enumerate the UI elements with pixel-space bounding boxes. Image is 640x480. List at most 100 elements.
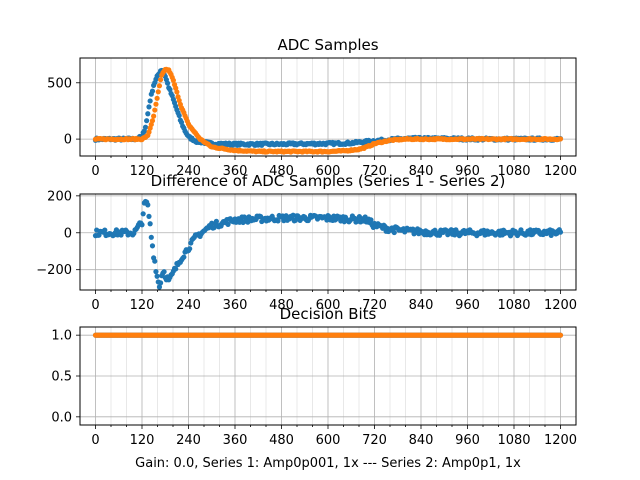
- x-tick-label: 480: [269, 298, 294, 313]
- series-2-points: [92, 332, 564, 338]
- y-tick-label: 0: [64, 226, 72, 241]
- x-tick-label: 720: [362, 298, 387, 313]
- x-tick-label: 600: [316, 298, 341, 313]
- data-point: [557, 136, 564, 142]
- y-tick-label: 0.5: [51, 370, 72, 385]
- x-tick-label: 720: [362, 164, 387, 179]
- data-point: [139, 222, 145, 228]
- data-point: [102, 227, 108, 233]
- data-point: [153, 101, 159, 107]
- data-point: [176, 112, 182, 119]
- x-tick-label: 840: [409, 164, 434, 179]
- plot-frame: [79, 326, 577, 426]
- x-tick-label: 960: [455, 433, 480, 448]
- x-tick-label: 1200: [544, 164, 577, 179]
- data-point: [149, 243, 156, 249]
- data-point: [158, 77, 164, 83]
- data-point: [187, 246, 193, 252]
- data-point: [181, 254, 187, 260]
- data-point: [170, 77, 176, 83]
- data-point: [213, 218, 219, 224]
- series-1-points: [92, 198, 564, 290]
- data-point: [146, 129, 152, 135]
- x-tick-label: 1080: [497, 164, 530, 179]
- plot-frame: [79, 57, 577, 157]
- data-point: [145, 111, 151, 117]
- data-point: [557, 332, 564, 338]
- x-tick-label: 480: [269, 164, 294, 179]
- chart-title: Decision Bits: [280, 305, 377, 323]
- data-point: [152, 107, 158, 113]
- x-tick-label: 120: [130, 164, 155, 179]
- data-point: [167, 86, 173, 93]
- data-point: [432, 227, 438, 233]
- plot-frame: [79, 193, 577, 291]
- data-point: [140, 211, 146, 217]
- chart-panel-1: 0 120 240 360 480 600 720 840 960 1080 1200 0 500 ADC…: [47, 36, 577, 179]
- data-point: [158, 280, 164, 286]
- x-tick-label: 840: [409, 298, 434, 313]
- chart-panel-3: 0 120 240 360 480 600 720 840 960 1080 1200 0.0 0.5 1…: [51, 305, 577, 448]
- x-tick-label: 240: [176, 298, 201, 313]
- data-point: [437, 232, 443, 238]
- chart-title: Difference of ADC Samples (Series 1 - Se…: [151, 172, 506, 190]
- data-point: [149, 118, 156, 124]
- data-point: [557, 229, 564, 235]
- x-tick-label: 360: [223, 164, 248, 179]
- data-point: [147, 98, 153, 104]
- data-point: [151, 113, 157, 119]
- x-tick-label: 0: [91, 298, 99, 313]
- data-point: [148, 234, 154, 240]
- y-tick-label: 0.0: [51, 410, 72, 425]
- data-point: [292, 217, 299, 223]
- x-tick-label: 600: [316, 164, 341, 179]
- x-tick-label: 120: [130, 433, 155, 448]
- chart-title: ADC Samples: [277, 36, 378, 54]
- data-point: [149, 88, 156, 94]
- data-point: [391, 229, 397, 236]
- data-point: [225, 221, 231, 227]
- chart-panel-2: 0 120 240 360 480 600 720 840 960 1080 1200 −200 0 20…: [36, 172, 577, 313]
- data-point: [155, 89, 161, 95]
- data-point: [174, 89, 180, 95]
- data-point: [161, 269, 167, 275]
- data-point: [176, 97, 182, 104]
- y-tick-label: 200: [47, 189, 72, 204]
- data-point: [275, 218, 281, 224]
- x-tick-label: 600: [316, 433, 341, 448]
- x-tick-label: 360: [223, 433, 248, 448]
- x-tick-label: 360: [223, 298, 248, 313]
- x-tick-label: 960: [455, 164, 480, 179]
- data-point: [147, 221, 153, 227]
- x-tick-label: 1200: [544, 298, 577, 313]
- x-tick-label: 840: [409, 433, 434, 448]
- y-tick-label: −200: [36, 263, 72, 278]
- x-tick-label: 720: [362, 433, 387, 448]
- y-tick-label: 500: [47, 76, 72, 91]
- data-point: [144, 118, 150, 124]
- data-point: [153, 269, 159, 275]
- series-2-points: [92, 66, 564, 155]
- x-tick-label: 0: [91, 433, 99, 448]
- data-point: [142, 124, 149, 130]
- x-tick-label: 1080: [497, 433, 530, 448]
- data-point: [156, 83, 163, 89]
- y-tick-label: 1.0: [51, 329, 72, 344]
- data-point: [145, 202, 151, 208]
- data-point: [154, 95, 160, 101]
- x-tick-label: 240: [176, 433, 201, 448]
- x-tick-label: 0: [91, 164, 99, 179]
- data-point: [146, 213, 152, 219]
- figure-xlabel: Gain: 0.0, Series 1: Amp0p001, 1x --- Se…: [135, 456, 521, 471]
- x-tick-label: 480: [269, 433, 294, 448]
- data-point: [164, 80, 171, 86]
- x-tick-label: 960: [455, 298, 480, 313]
- x-tick-label: 1080: [497, 298, 530, 313]
- data-point: [156, 284, 163, 290]
- data-point: [152, 258, 158, 264]
- data-point: [154, 273, 160, 279]
- data-point: [368, 217, 374, 223]
- data-point: [146, 104, 152, 110]
